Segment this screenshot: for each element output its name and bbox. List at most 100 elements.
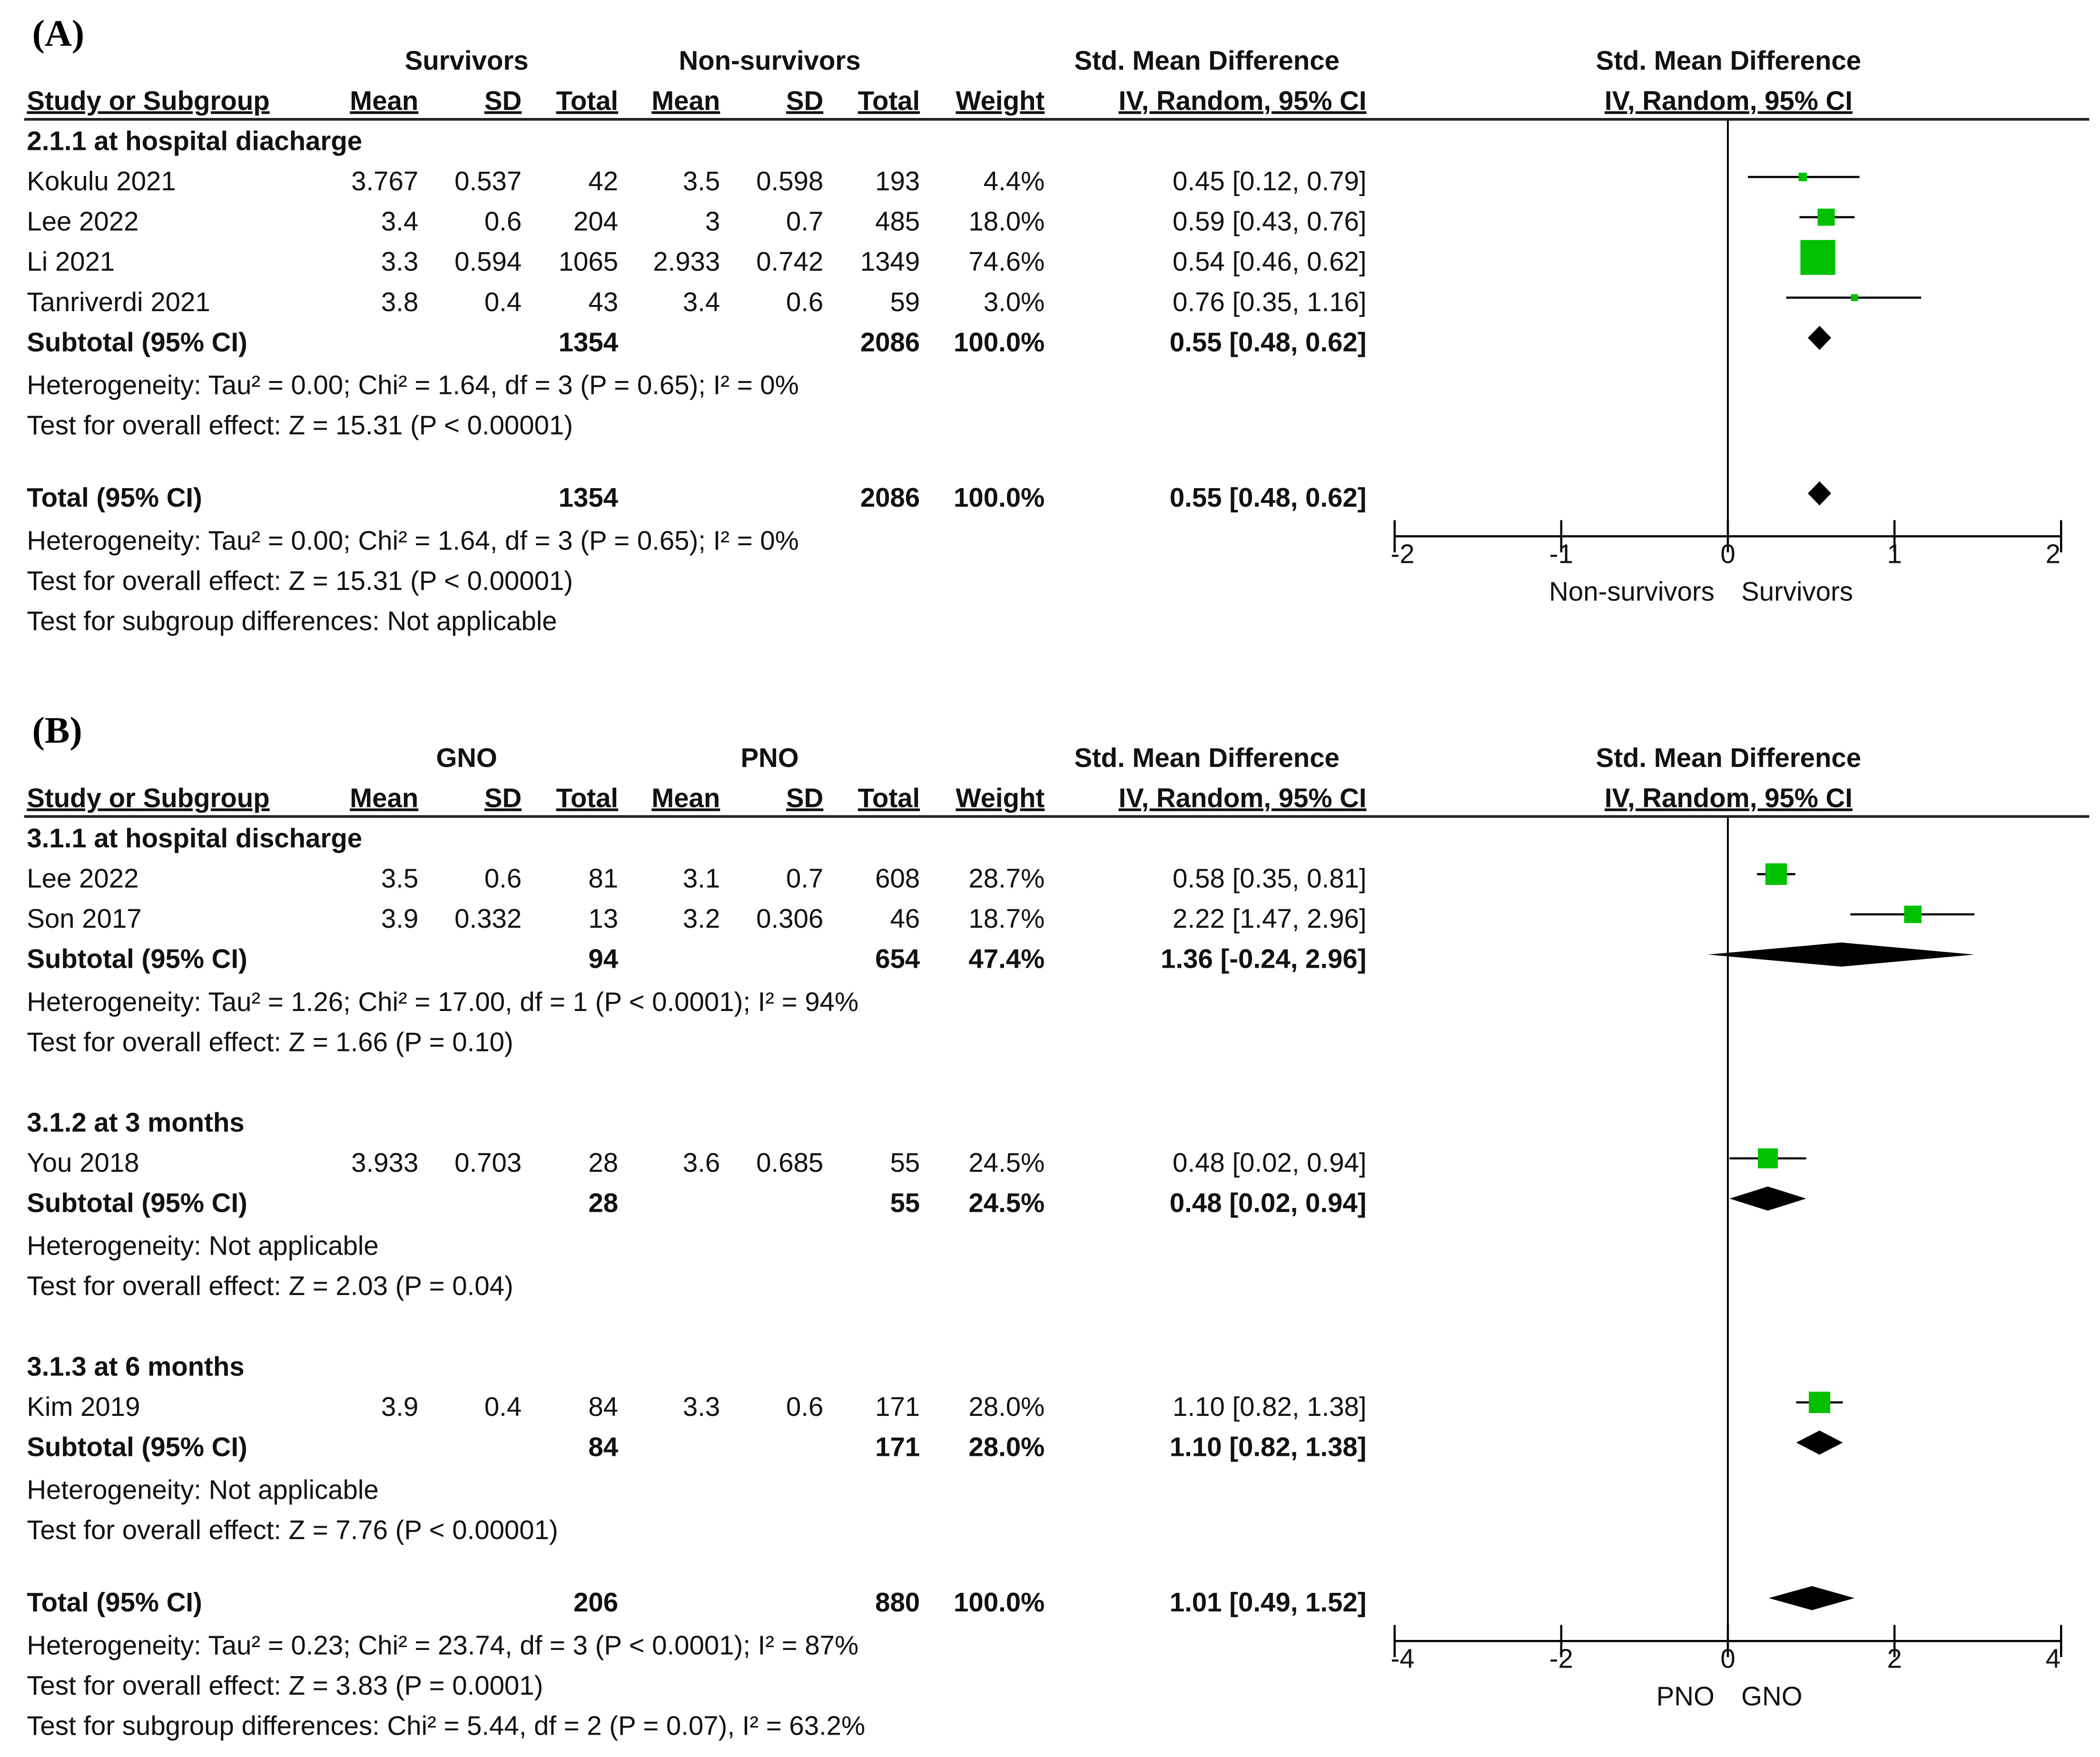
x-axis-tick-label: -2	[1390, 540, 1415, 570]
cell-mean1: 3.9	[381, 1393, 419, 1423]
study-name: Tanriverdi 2021	[27, 288, 210, 318]
study-estimate-square	[1817, 208, 1835, 226]
column-header: Mean	[350, 87, 419, 117]
cell-weight: 28.7%	[968, 864, 1045, 894]
subgroup-title: 3.1.1 at hospital discharge	[27, 825, 363, 854]
study-name: Lee 2022	[27, 864, 139, 894]
total-effect-ci: 0.55 [0.48, 0.62]	[1169, 484, 1367, 514]
subtotal-effect-ci: 1.10 [0.82, 1.38]	[1169, 1433, 1367, 1463]
study-estimate-square	[1800, 240, 1835, 275]
study-name: You 2018	[27, 1149, 139, 1179]
subgroup-note: Test for overall effect: Z = 2.03 (P = 0…	[27, 1272, 513, 1302]
subtotal-total1: 94	[588, 945, 619, 975]
cell-mean2: 3	[705, 207, 720, 237]
cell-sd1: 0.6	[484, 207, 522, 237]
cell-total1: 13	[588, 905, 619, 935]
subtotal-total1: 28	[588, 1189, 619, 1219]
total-note: Heterogeneity: Tau² = 0.00; Chi² = 1.64,…	[27, 527, 799, 557]
subtotal-total2: 55	[890, 1189, 920, 1219]
group-label-1: GNO	[436, 744, 497, 774]
column-header: Total	[858, 784, 920, 814]
cell-weight: 4.4%	[983, 167, 1045, 197]
cell-total2: 608	[875, 864, 920, 894]
cell-effect-ci: 0.59 [0.43, 0.76]	[1173, 207, 1367, 237]
subtotal-weight: 28.0%	[968, 1433, 1045, 1463]
study-name: Son 2017	[27, 905, 142, 935]
cell-total1: 1065	[558, 248, 619, 278]
subtotal-total1: 84	[588, 1433, 619, 1463]
study-name: Li 2021	[27, 248, 115, 278]
study-estimate-square	[1765, 863, 1787, 885]
cell-total2: 485	[875, 207, 920, 237]
study-name: Kim 2019	[27, 1393, 140, 1423]
cell-sd2: 0.306	[756, 905, 824, 935]
total-note: Heterogeneity: Tau² = 0.23; Chi² = 23.74…	[27, 1631, 859, 1661]
subtotal-label: Subtotal (95% CI)	[27, 945, 247, 975]
column-header: SD	[786, 87, 824, 117]
study-estimate-square	[1798, 173, 1807, 181]
effect-subheader: IV, Random, 95% CI	[1118, 784, 1367, 814]
cell-total2: 59	[890, 288, 920, 318]
cell-sd1: 0.6	[484, 864, 522, 894]
cell-sd2: 0.685	[756, 1149, 824, 1179]
effect-header: Std. Mean Difference	[1074, 744, 1340, 774]
study-estimate-square	[1758, 1148, 1778, 1168]
subgroup-note: Heterogeneity: Not applicable	[27, 1476, 379, 1506]
cell-mean2: 2.933	[653, 248, 720, 278]
total-total2: 2086	[860, 484, 920, 514]
cell-sd1: 0.4	[484, 288, 522, 318]
cell-sd1: 0.537	[454, 167, 522, 197]
cell-total2: 1349	[860, 248, 920, 278]
x-axis-tick-label: 0	[1720, 540, 1735, 570]
column-header: Mean	[651, 784, 720, 814]
column-header: SD	[484, 87, 522, 117]
subtotal-total1: 1354	[558, 328, 619, 358]
cell-effect-ci: 0.76 [0.35, 1.16]	[1173, 288, 1367, 318]
cell-mean1: 3.8	[381, 288, 419, 318]
panel-label: (A)	[32, 13, 85, 55]
cell-weight: 18.0%	[968, 207, 1045, 237]
subtotal-weight: 47.4%	[968, 945, 1045, 975]
subtotal-total2: 654	[875, 945, 920, 975]
axis-favours-left: PNO	[1656, 1682, 1715, 1712]
cell-total1: 81	[588, 864, 619, 894]
subgroup-note: Test for overall effect: Z = 15.31 (P < …	[27, 412, 573, 442]
total-total1: 1354	[558, 484, 619, 514]
total-weight: 100.0%	[954, 484, 1045, 514]
x-axis-tick-label: 4	[2045, 1645, 2061, 1675]
column-header: Study or Subgroup	[27, 87, 270, 117]
cell-total1: 84	[588, 1393, 619, 1423]
pooled-estimate-diamond	[1707, 942, 1975, 967]
column-header: SD	[484, 784, 522, 814]
subtotal-label: Subtotal (95% CI)	[27, 1189, 247, 1219]
subtotal-label: Subtotal (95% CI)	[27, 328, 247, 358]
pooled-estimate-diamond	[1768, 1586, 1855, 1610]
subgroup-note: Heterogeneity: Not applicable	[27, 1232, 379, 1262]
study-estimate-square	[1851, 294, 1858, 301]
total-label: Total (95% CI)	[27, 1589, 202, 1619]
cell-sd2: 0.7	[786, 207, 824, 237]
effect-header: Std. Mean Difference	[1074, 47, 1340, 77]
cell-total1: 43	[588, 288, 619, 318]
total-total1: 206	[573, 1589, 619, 1619]
study-estimate-square	[1904, 905, 1922, 923]
column-header: Total	[556, 784, 619, 814]
cell-effect-ci: 1.10 [0.82, 1.38]	[1173, 1393, 1367, 1423]
x-axis-tick-label: 1	[1887, 540, 1902, 570]
column-header: Weight	[956, 784, 1045, 814]
header-rule	[24, 815, 2090, 818]
cell-mean1: 3.5	[381, 864, 419, 894]
cell-total2: 55	[890, 1149, 920, 1179]
cell-effect-ci: 0.58 [0.35, 0.81]	[1173, 864, 1367, 894]
subtotal-weight: 100.0%	[954, 328, 1045, 358]
cell-sd1: 0.703	[454, 1149, 522, 1179]
pooled-estimate-diamond	[1808, 325, 1832, 350]
cell-total1: 204	[573, 207, 619, 237]
axis-favours-right: GNO	[1741, 1682, 1803, 1712]
subgroup-title: 3.1.3 at 6 months	[27, 1353, 245, 1383]
panel-label: (B)	[32, 710, 82, 752]
cell-sd2: 0.598	[756, 167, 824, 197]
x-axis-tick-label: -4	[1390, 1645, 1415, 1675]
cell-sd2: 0.742	[756, 248, 824, 278]
